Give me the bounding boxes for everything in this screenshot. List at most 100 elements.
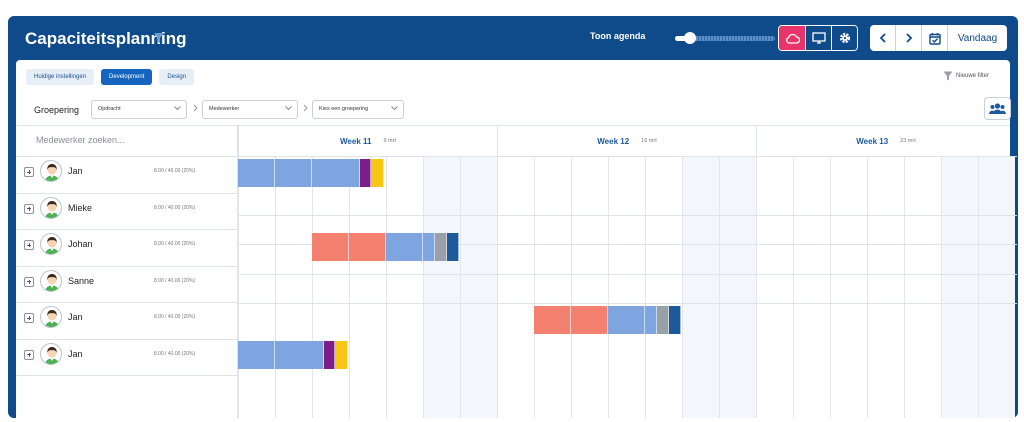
grouping-select-3-value: Kies een groepering [319,106,369,112]
day-column[interactable] [312,156,349,418]
booking-segment[interactable] [423,233,435,261]
today-button[interactable]: Vandaag [957,32,998,44]
employee-row[interactable]: Jan 8.00 / 40.00 (20%) [16,302,238,338]
divider [238,244,1017,245]
grouping-select-1-value: Opdracht [98,106,121,112]
day-column[interactable] [978,156,1015,418]
agenda-slider-knob[interactable] [684,32,696,44]
avatar [40,196,62,219]
booking-segment[interactable] [360,159,371,187]
booking-segment[interactable] [238,159,275,187]
new-filter-button[interactable]: Nieuwe filter [943,71,989,81]
person-icon [44,164,60,181]
booking-bar[interactable] [238,341,348,369]
day-column[interactable] [608,156,645,418]
booking-bar[interactable] [534,306,681,334]
day-column[interactable] [386,156,423,418]
employee-hours: 8.00 / 40.00 (20%) [154,241,196,247]
day-column[interactable] [682,156,719,418]
gear-icon [839,32,850,44]
day-column[interactable] [941,156,978,418]
expand-icon[interactable] [24,349,34,360]
day-column[interactable] [275,156,312,418]
tab-development[interactable]: Development [101,69,153,85]
person-icon [44,200,60,218]
agenda-slider-track [675,36,775,41]
employee-row[interactable]: Sanne 8.00 / 40.00 (20%) [16,266,238,302]
grouping-select-3[interactable]: Kies een groepering [312,100,404,119]
employee-search-input[interactable]: Medewerker zoeken... [36,135,125,145]
employee-row[interactable]: Jan 8.00 / 40.00 (20%) [16,156,238,192]
day-column[interactable] [423,156,460,418]
previous-button[interactable] [870,25,896,51]
filter-icon[interactable] [153,32,165,44]
booking-segment[interactable] [534,306,571,334]
day-column[interactable] [534,156,571,418]
monitor-view-button[interactable] [805,26,831,50]
agenda-toggle-label: Toon agenda [590,31,646,41]
avatar [40,160,62,182]
booking-segment[interactable] [669,306,681,334]
divider [16,229,238,230]
day-column[interactable] [349,156,386,418]
booking-segment[interactable] [275,341,324,369]
booking-segment[interactable] [645,306,657,334]
settings-button[interactable] [831,26,857,50]
booking-segment[interactable] [571,306,608,334]
booking-bar[interactable] [312,233,459,261]
avatar [40,269,62,292]
day-column[interactable] [571,156,608,418]
booking-segment[interactable] [312,233,349,261]
chevron-down-icon [391,106,398,111]
cloud-view-button[interactable] [779,26,805,50]
week-date: 9 mrt [383,138,396,144]
employee-row[interactable]: Jan 8.00 / 40.00 (20%) [16,339,238,375]
day-column[interactable] [867,156,904,418]
week-title: Week 13 [856,136,889,146]
booking-segment[interactable] [371,159,384,187]
employee-row[interactable]: Mieke 8.00 / 40.00 (20%) [16,193,238,229]
day-column[interactable] [719,156,756,418]
chevron-down-icon [285,106,292,111]
day-column[interactable] [645,156,682,418]
divider [238,215,1017,216]
tab-current-settings[interactable]: Huidige instellingen [26,69,95,85]
booking-segment[interactable] [447,233,459,261]
day-column[interactable] [497,156,534,418]
grouping-select-2[interactable]: Medewerker [202,100,298,119]
day-column[interactable] [756,156,793,418]
expand-icon[interactable] [24,276,34,287]
day-column[interactable] [460,156,497,418]
booking-segment[interactable] [324,341,335,369]
expand-icon[interactable] [24,167,34,177]
grouping-select-1[interactable]: Opdracht [91,100,187,119]
tab-design[interactable]: Design [159,69,195,85]
booking-segment[interactable] [275,159,312,187]
calendar-button[interactable] [922,25,948,51]
next-button[interactable] [896,25,922,51]
booking-bar[interactable] [238,159,384,187]
booking-segment[interactable] [238,341,275,369]
day-column[interactable] [830,156,867,418]
expand-icon[interactable] [24,240,34,250]
team-button[interactable] [984,97,1011,120]
divider [16,375,238,376]
booking-segment[interactable] [657,306,669,334]
filter-icon [943,71,953,81]
booking-segment[interactable] [335,341,348,369]
booking-segment[interactable] [312,159,360,187]
day-column[interactable] [793,156,830,418]
agenda-slider[interactable] [675,32,775,44]
day-column[interactable] [904,156,941,418]
day-column[interactable] [238,156,275,418]
booking-segment[interactable] [349,233,386,261]
week-header: Week 13 23 mrt [756,126,1015,156]
grouping-select-2-value: Medewerker [209,106,240,112]
booking-segment[interactable] [435,233,447,261]
expand-icon[interactable] [24,313,34,323]
employee-row[interactable]: Johan 8.00 / 40.00 (20%) [16,229,238,265]
booking-segment[interactable] [386,233,423,261]
expand-icon[interactable] [24,203,34,214]
users-icon [989,103,1006,114]
booking-segment[interactable] [608,306,645,334]
